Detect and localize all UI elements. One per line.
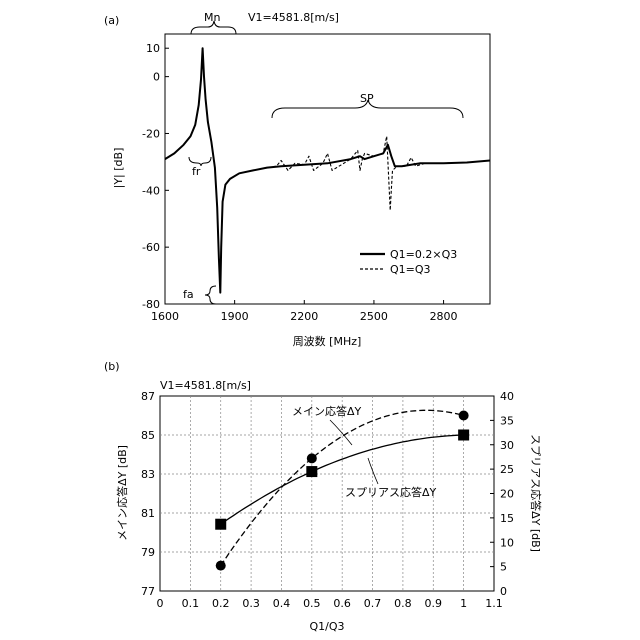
main-response-point — [459, 411, 469, 421]
q-ratio-x-tick-label: 0.3 — [242, 597, 260, 610]
spectrum-legend: Q1=0.2×Q3 Q1=Q3 — [360, 248, 457, 276]
spectrum-x-axis-label: 周波数 [MHz] — [293, 335, 362, 348]
q-ratio-x-tick-label: 1.1 — [485, 597, 503, 610]
mn-annotation: Mn — [204, 11, 220, 24]
spectrum-y-tick-label: -80 — [142, 298, 160, 311]
q-ratio-x-tick-label: 0.1 — [182, 597, 200, 610]
q-ratio-grid — [160, 396, 494, 591]
spurious-response-point — [215, 519, 226, 530]
panel-a-label: (a) — [104, 14, 119, 27]
spectrum-x-tick-label: 2800 — [430, 310, 458, 323]
spurious-response-y-tick-label: 40 — [500, 390, 514, 403]
spurious-response-label: スプリアス応答ΔY — [345, 485, 437, 499]
spectrum-y-tick-label: -40 — [142, 184, 160, 197]
q-ratio-x-tick-label: 0.9 — [425, 597, 443, 610]
spectrum-x-tick-label: 1600 — [151, 310, 179, 323]
q-ratio-x-tick-label: 0.2 — [212, 597, 230, 610]
main-response-y-axis-label: メイン応答ΔY [dB] — [115, 445, 129, 541]
spectrum-plot-frame — [165, 34, 490, 304]
spurious-response-y-axis-label: スプリアス応答ΔY [dB] — [529, 434, 543, 552]
main-response-leader — [330, 420, 352, 445]
q-ratio-x-tick-label: 0.8 — [394, 597, 412, 610]
sp-brace — [272, 100, 463, 118]
spectrum-x-tick-label: 1900 — [221, 310, 249, 323]
main-response-point — [307, 453, 317, 463]
spurious-response-y-tick-label: 35 — [500, 414, 514, 427]
spectrum-y-tick-label: -20 — [142, 127, 160, 140]
legend-solid-label: Q1=0.2×Q3 — [390, 248, 457, 261]
q-ratio-x-tick-label: 0.4 — [273, 597, 291, 610]
main-response-y-tick-label: 85 — [141, 429, 155, 442]
q-ratio-x-tick-label: 0.7 — [364, 597, 382, 610]
legend-dashed-label: Q1=Q3 — [390, 263, 431, 276]
spectrum-y-tick-label: 10 — [146, 42, 160, 55]
fa-annotation: fa — [183, 288, 194, 301]
main-response-y-tick-label: 87 — [141, 390, 155, 403]
main-response-y-tick-label: 79 — [141, 546, 155, 559]
q-ratio-x-tick-label: 0.5 — [303, 597, 321, 610]
main-response-y-tick-label: 83 — [141, 468, 155, 481]
spurious-response-y-tick-label: 0 — [500, 585, 507, 598]
q-ratio-x-tick-label: 0 — [157, 597, 164, 610]
spectrum-x-tick-label: 2500 — [360, 310, 388, 323]
fa-brace — [205, 286, 216, 304]
main-response-point — [216, 561, 226, 571]
spurious-response-leader — [368, 458, 378, 484]
spurious-response-point — [306, 466, 317, 477]
spurious-response-y-tick-label: 20 — [500, 488, 514, 501]
q-ratio-chart: 0 0.1 0.2 0.3 0.4 0.5 0.6 0.7 0.8 0.9 1 1.1 77 79 81 83… — [115, 379, 543, 633]
spurious-response-y-tick-label: 5 — [500, 561, 507, 574]
spurious-response-y-tick-label: 15 — [500, 512, 514, 525]
v1-annotation-b: V1=4581.8[m/s] — [160, 379, 251, 392]
spurious-response-y-tick-label: 10 — [500, 536, 514, 549]
spurious-response-y-tick-label: 30 — [500, 439, 514, 452]
panel-b-label: (b) — [104, 360, 120, 373]
spectrum-ticks: 1600 1900 2200 2500 2800 10 0 -20 -40 -60 -80 — [142, 42, 458, 323]
spectrum-y-axis-label: |Y| [dB] — [112, 148, 125, 189]
fr-annotation: fr — [192, 165, 201, 178]
q-ratio-plot-frame — [160, 396, 494, 591]
q-ratio-x-tick-label: 0.6 — [333, 597, 351, 610]
mn-brace — [191, 21, 236, 34]
spectrum-y-tick-label: -60 — [142, 241, 160, 254]
q-ratio-x-tick-label: 1 — [460, 597, 467, 610]
q-ratio-ticks: 0 0.1 0.2 0.3 0.4 0.5 0.6 0.7 0.8 0.9 1 1.1 77 79 81 83… — [141, 390, 514, 610]
v1-annotation-a: V1=4581.8[m/s] — [248, 11, 339, 24]
spectrum-x-tick-label: 2200 — [290, 310, 318, 323]
main-response-label: メイン応答ΔY — [292, 404, 362, 418]
spurious-response-y-tick-label: 25 — [500, 463, 514, 476]
spectrum-chart: 1600 1900 2200 2500 2800 10 0 -20 -40 -60 -80 Mn V… — [112, 11, 490, 348]
spurious-response-point — [458, 430, 469, 441]
spectrum-y-tick-label: 0 — [153, 71, 160, 84]
main-response-y-tick-label: 77 — [141, 585, 155, 598]
q-ratio-x-axis-label: Q1/Q3 — [309, 620, 344, 633]
main-response-y-tick-label: 81 — [141, 507, 155, 520]
